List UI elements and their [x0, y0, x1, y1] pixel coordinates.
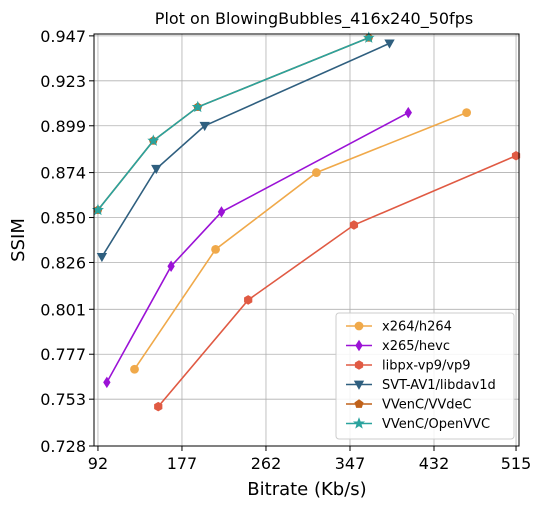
legend-marker — [355, 322, 363, 330]
y-tick-label: 0.728 — [40, 437, 86, 456]
data-point — [155, 402, 162, 411]
legend-marker — [355, 361, 362, 370]
data-point — [212, 245, 220, 253]
data-point — [350, 221, 357, 230]
y-tick-label: 0.850 — [40, 209, 86, 228]
data-point — [131, 365, 139, 373]
legend-label: libpx-vp9/vp9 — [382, 359, 471, 374]
y-tick-label: 0.753 — [40, 390, 86, 409]
y-tick-label: 0.947 — [40, 27, 86, 46]
y-tick-label: 0.777 — [40, 345, 86, 364]
legend-label: x264/h264 — [382, 320, 452, 335]
legend-label: VVenC/OpenVVC — [382, 417, 490, 432]
x-axis-title: Bitrate (Kb/s) — [247, 479, 366, 500]
y-tick-label: 0.874 — [40, 164, 86, 183]
y-tick-label: 0.826 — [40, 253, 86, 272]
legend-label: x265/hevc — [382, 339, 450, 354]
y-tick-label: 0.801 — [40, 300, 86, 319]
data-point — [244, 296, 251, 305]
legend-label: VVenC/VVdeC — [382, 398, 472, 413]
legend-label: SVT-AV1/libdav1d — [382, 378, 496, 393]
x-tick-label: 347 — [335, 454, 366, 473]
y-tick-label: 0.923 — [40, 72, 86, 91]
y-tick-label: 0.899 — [40, 117, 86, 136]
chart-title: Plot on BlowingBubbles_416x240_50fps — [155, 9, 473, 29]
x-tick-label: 515 — [501, 454, 532, 473]
x-tick-label: 92 — [88, 454, 108, 473]
x-tick-label: 432 — [419, 454, 450, 473]
x-tick-label: 262 — [251, 454, 282, 473]
y-axis-title: SSIM — [8, 218, 29, 262]
data-point — [312, 169, 320, 177]
x-tick-label: 177 — [167, 454, 198, 473]
chart-legend: x264/h264 x265/hevc libpx-vp9/vp9 SVT-AV1/l… — [336, 313, 514, 439]
data-point — [463, 109, 471, 117]
